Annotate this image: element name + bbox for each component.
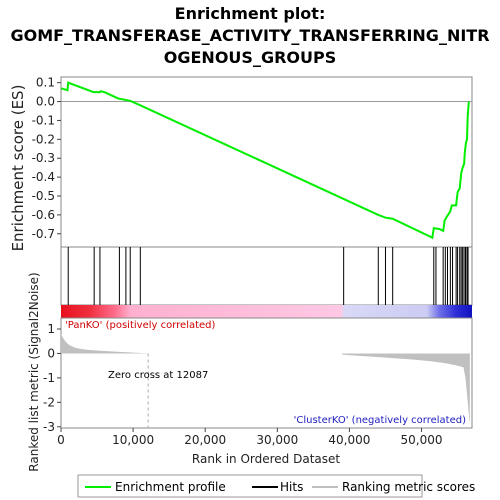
negative-correlation-label: 'ClusterKO' (negatively correlated) bbox=[294, 415, 466, 426]
legend-frame bbox=[77, 474, 423, 498]
es-tick-label: -0.3 bbox=[32, 151, 55, 165]
chart-title: Enrichment plot: GOMF_TRANSFERASE_ACTIVI… bbox=[10, 4, 489, 67]
es-tick-label: -0.7 bbox=[32, 227, 55, 241]
metric-panel: 1 0 -1 -2 -3 'PanKO' (positively correlated)… bbox=[43, 317, 473, 434]
legend-label-hits: Hits bbox=[280, 480, 303, 494]
ranking-metric-positive-area bbox=[61, 333, 149, 354]
hits-panel-frame bbox=[60, 246, 473, 306]
hits-panel bbox=[60, 246, 473, 306]
metric-tick-label: -3 bbox=[43, 420, 55, 434]
es-tick-label: -0.6 bbox=[32, 208, 55, 222]
es-panel-frame bbox=[60, 76, 473, 248]
x-axis: 0 10,000 20,000 30,000 40,000 50,000 bbox=[57, 428, 443, 447]
metric-y-axis: 1 0 -1 -2 -3 bbox=[43, 322, 61, 434]
x-tick-label: 30,000 bbox=[256, 433, 298, 447]
legend-label-metric: Ranking metric scores bbox=[342, 480, 475, 494]
es-tick-label: 0.1 bbox=[36, 76, 55, 90]
es-panel: 0.1 0.0 -0.1 -0.2 -0.3 -0.4 -0.5 -0.6 -0.7 bbox=[32, 76, 473, 248]
legend-label-enrichment: Enrichment profile bbox=[115, 480, 226, 494]
es-y-axis: 0.1 0.0 -0.1 -0.2 -0.3 -0.4 -0.5 -0.6 -0.7 bbox=[32, 76, 61, 241]
enrichment-profile-line bbox=[60, 81, 470, 240]
es-tick-label: -0.4 bbox=[32, 170, 55, 184]
metric-panel-frame bbox=[60, 317, 473, 429]
title-line-1: Enrichment plot: bbox=[175, 4, 326, 23]
metric-y-label: Ranked list metric (Signal2Noise) bbox=[27, 272, 41, 471]
positive-correlation-label: 'PanKO' (positively correlated) bbox=[65, 320, 216, 331]
title-line-2: GOMF_TRANSFERASE_ACTIVITY_TRANSFERRING_N… bbox=[10, 26, 489, 45]
es-tick-label: -0.1 bbox=[32, 113, 55, 127]
es-tick-label: 0.0 bbox=[36, 95, 55, 109]
metric-tick-label: -2 bbox=[43, 395, 55, 409]
x-tick-label: 40,000 bbox=[328, 433, 370, 447]
metric-tick-label: 0 bbox=[47, 346, 55, 360]
metric-tick-label: -1 bbox=[43, 371, 55, 385]
metric-tick-label: 1 bbox=[47, 322, 55, 336]
x-tick-label: 50,000 bbox=[401, 433, 443, 447]
x-tick-label: 0 bbox=[57, 433, 65, 447]
es-tick-label: -0.2 bbox=[32, 132, 55, 146]
es-y-label: Enrichment score (ES) bbox=[9, 85, 27, 252]
legend: Enrichment profile Hits Ranking metric s… bbox=[77, 474, 475, 498]
hit-marks bbox=[67, 247, 469, 305]
x-tick-label: 20,000 bbox=[184, 433, 226, 447]
title-line-3: OGENOUS_GROUPS bbox=[164, 48, 336, 67]
ranking-color-band bbox=[61, 305, 472, 318]
zero-cross-label: Zero cross at 12087 bbox=[108, 370, 208, 381]
x-axis-label: Rank in Ordered Dataset bbox=[192, 452, 340, 466]
ranking-metric-negative-area bbox=[342, 353, 470, 425]
x-tick-label: 10,000 bbox=[112, 433, 154, 447]
es-tick-label: -0.5 bbox=[32, 189, 55, 203]
